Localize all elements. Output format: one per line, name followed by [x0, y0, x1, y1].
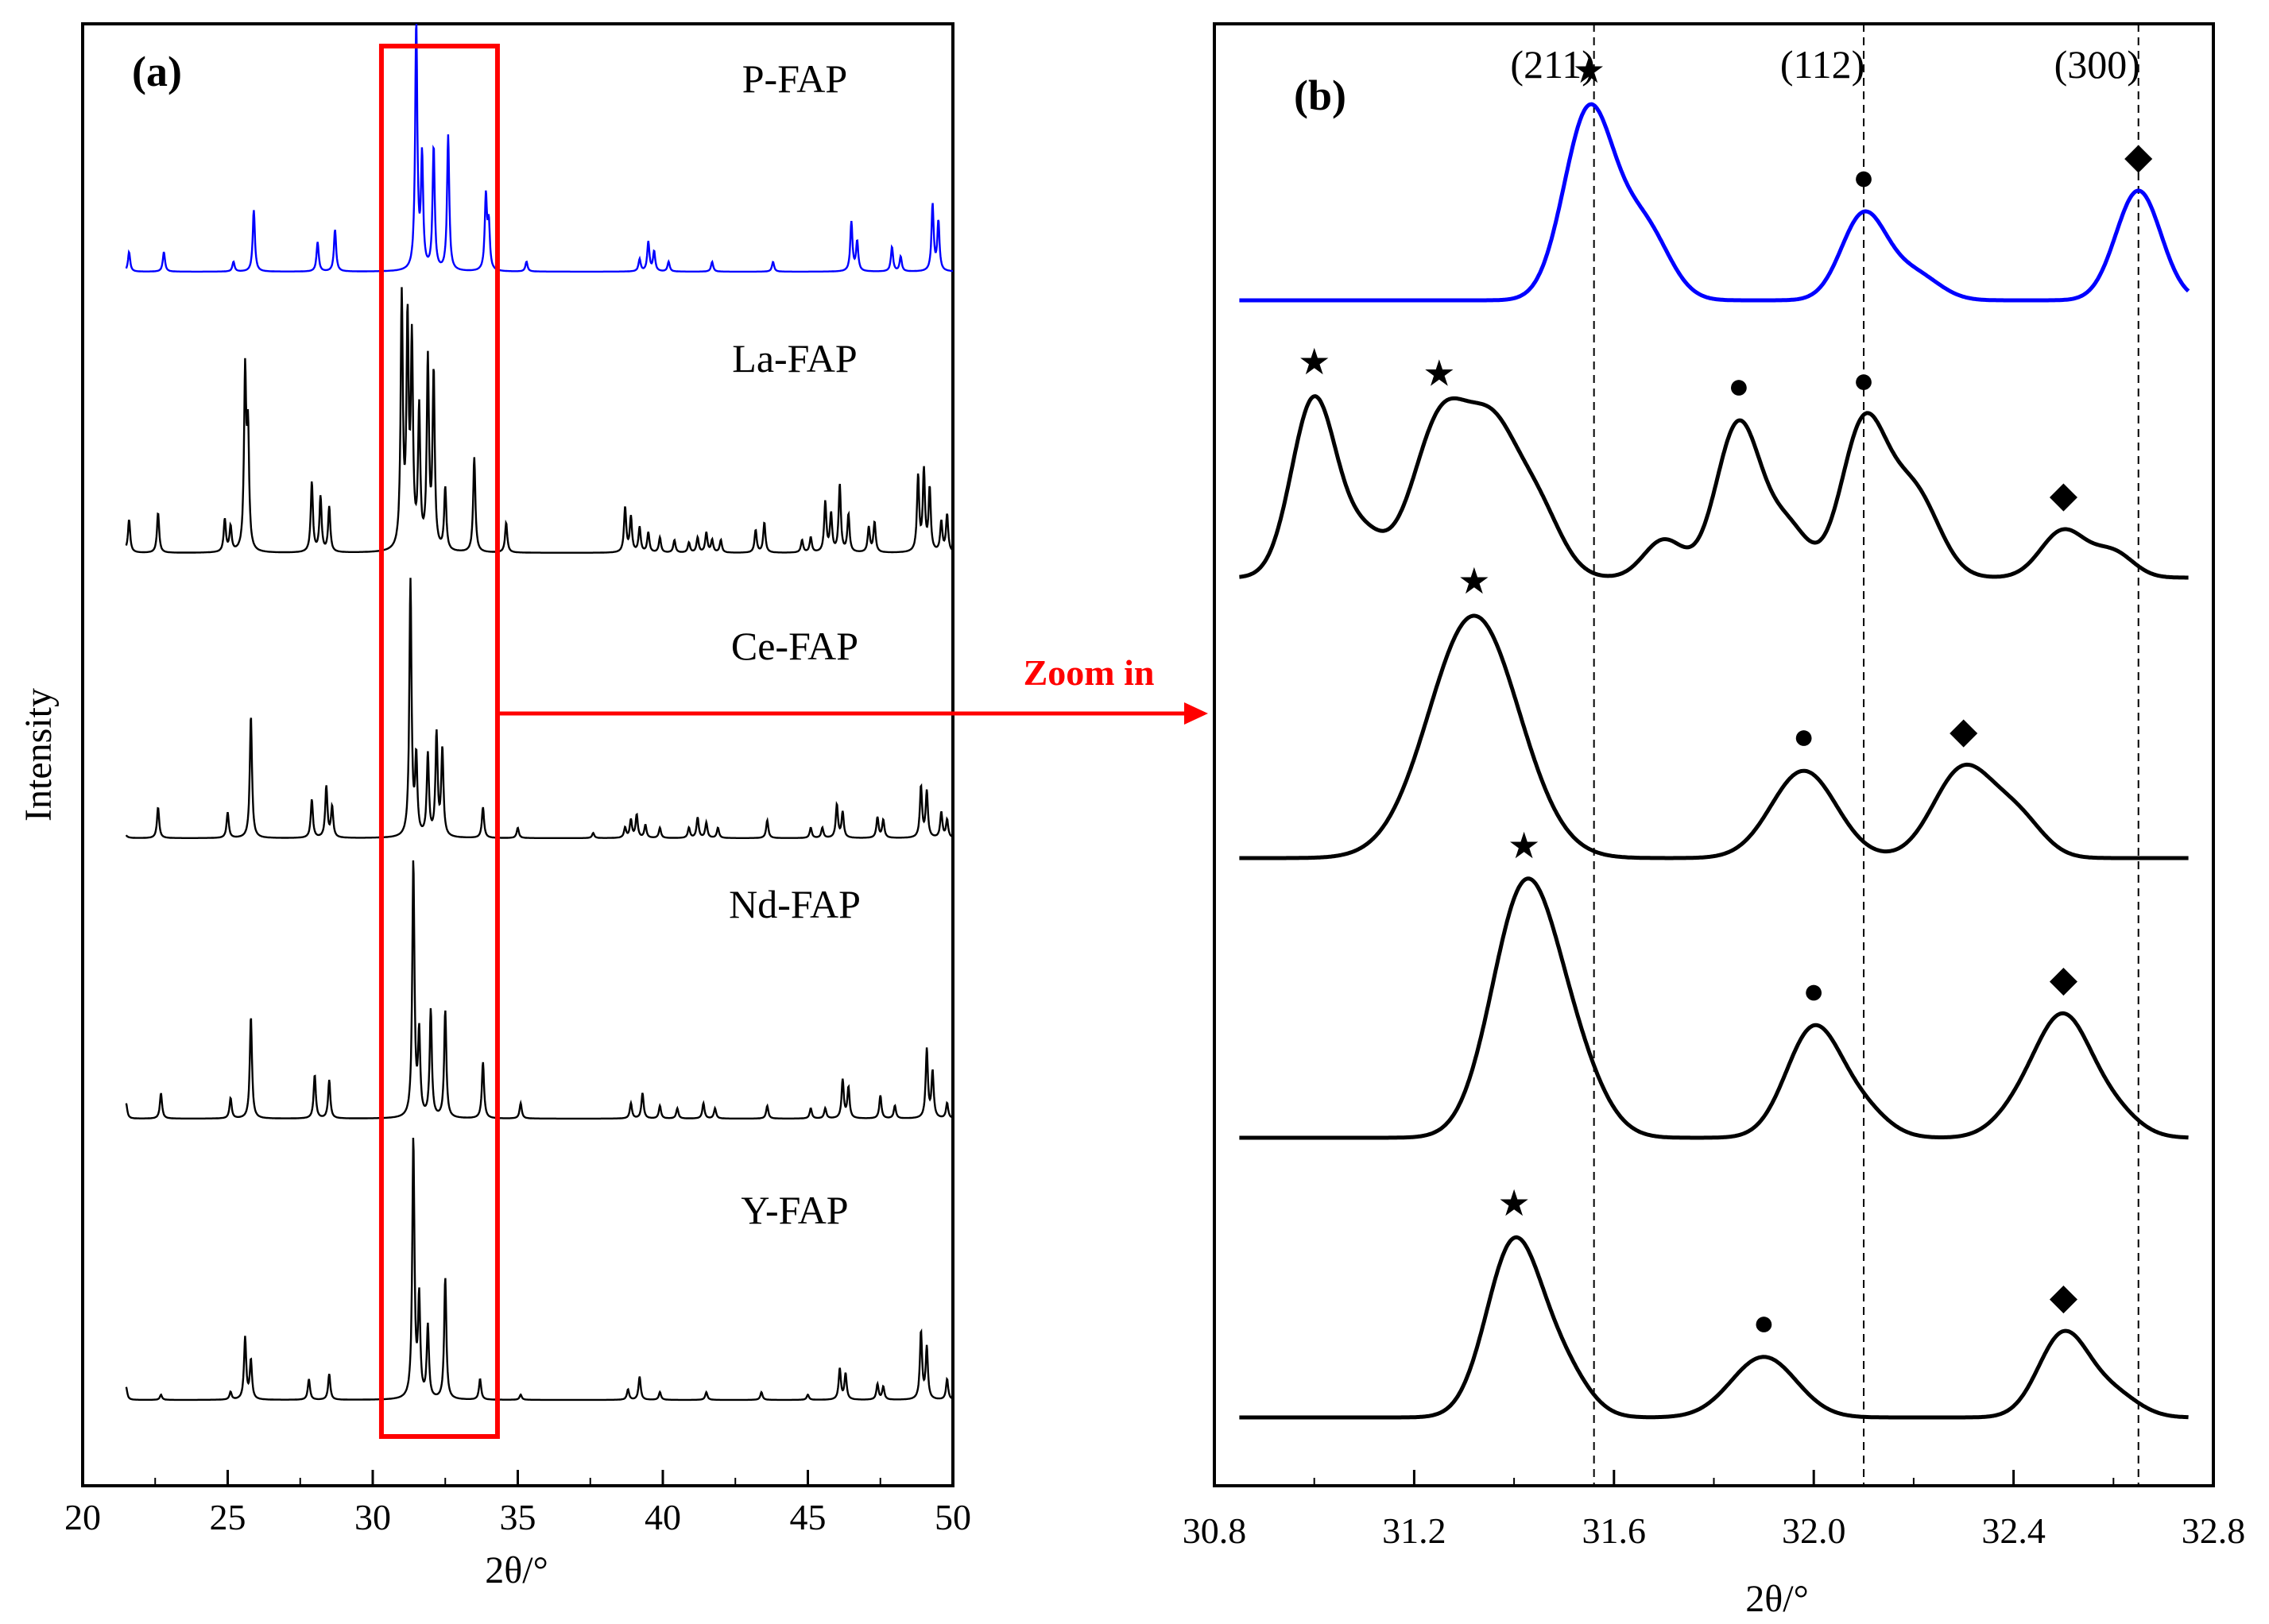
panel-b-marker-diamond: ◆ — [2124, 136, 2153, 176]
panel-a-tick-label-20: 20 — [64, 1497, 101, 1537]
panel-b-marker-star: ★ — [1497, 1183, 1530, 1224]
panel-b-marker-circle: ● — [1853, 360, 1875, 400]
panel-b-peak-markers: ★ ● ◆ ★ ★ ● ● ◆ ★ ● ◆ ★ ● ◆ ★ ● ◆ — [1298, 50, 2153, 1343]
panel-a-label-p-fap: P-FAP — [742, 56, 847, 101]
panel-a-series — [125, 24, 954, 1402]
panel-b-tick-label: 32.0 — [1782, 1510, 1846, 1551]
panel-b-label: (b) — [1294, 72, 1346, 119]
panel-a-tick-label-35: 35 — [500, 1497, 536, 1537]
zoom-highlight-box — [378, 44, 500, 1439]
panel-b-marker-circle: ● — [1802, 971, 1825, 1011]
panel-b-hkl-label: (211) — [1510, 42, 1594, 87]
panel-b-hkl-label: (112) — [1780, 42, 1864, 87]
panel-b-series-y-fap — [1239, 1235, 2189, 1420]
panel-a-series-labels: P-FAP La-FAP Ce-FAP Nd-FAP Y-FAP — [729, 56, 861, 1232]
panel-b-marker-diamond: ◆ — [1950, 710, 1978, 751]
panel-b-series-ce-fap — [1239, 613, 2189, 860]
panel-a-series-nd-fap — [125, 860, 954, 1120]
panel-b-marker-diamond: ◆ — [2050, 474, 2078, 515]
panel-b-series — [1239, 102, 2190, 1420]
panel-b-marker-circle: ● — [1793, 716, 1815, 756]
panel-b-series-p-fap — [1239, 102, 2190, 303]
panel-b-tick-label: 31.6 — [1582, 1510, 1647, 1551]
panel-a-tick-label-40: 40 — [645, 1497, 681, 1537]
panel-a-label-la-fap: La-FAP — [732, 336, 857, 381]
panel-b-tick-label: 32.4 — [1981, 1510, 2046, 1551]
panel-b-marker-star: ★ — [1573, 50, 1605, 91]
panel-b-marker-diamond: ◆ — [2050, 958, 2078, 999]
panel-b-hkl-label: (300) — [2054, 42, 2140, 87]
panel-b-marker-circle: ● — [1853, 157, 1875, 197]
panel-b-marker-diamond: ◆ — [2050, 1276, 2078, 1317]
panel-a-series-ce-fap — [125, 578, 954, 839]
zoom-in-label: Zoom in — [1024, 652, 1155, 693]
panel-b-marker-star: ★ — [1298, 342, 1330, 382]
panel-b-marker-circle: ● — [1752, 1302, 1775, 1343]
panel-a: (a) P-FAP La-FAP Ce-FAP Nd-FAP Y-FAP 20 25 30 3… — [17, 22, 1208, 1591]
panel-b-reference-lines: (211) (112) (300) — [1510, 24, 2140, 1486]
panel-b-marker-star: ★ — [1508, 826, 1540, 866]
panel-a-tick-label-30: 30 — [354, 1497, 391, 1537]
panel-a-label-y-fap: Y-FAP — [741, 1188, 848, 1232]
panel-a-tick-label-25: 25 — [210, 1497, 246, 1537]
panel-a-x-axis: 20 25 30 35 40 45 50 — [64, 1470, 971, 1537]
panel-b-series-la-fap — [1239, 394, 2189, 580]
panel-a-series-la-fap — [125, 287, 954, 554]
panel-a-tick-label-50: 50 — [935, 1497, 971, 1537]
panel-b-frame — [1213, 22, 2215, 1487]
panel-b-tick-label: 32.8 — [2182, 1510, 2246, 1551]
panel-a-series-p-fap — [125, 24, 953, 273]
panel-b: (b) (211) (112) (300) ★ ● ◆ ★ ★ ● ● ◆ ★ ● ◆ ★ ● ◆ ★ ● ◆ 30… — [1183, 22, 2246, 1620]
panel-b-tick-label: 31.2 — [1382, 1510, 1446, 1551]
panel-a-y-axis-title: Intensity — [17, 688, 60, 822]
panel-b-tick-label: 30.8 — [1183, 1510, 1247, 1551]
zoom-arrow-head — [1184, 702, 1208, 725]
panel-a-x-axis-title: 2θ/° — [485, 1549, 548, 1591]
panel-a-frame — [81, 22, 954, 1487]
panel-b-x-axis-title: 2θ/° — [1745, 1578, 1809, 1620]
panel-b-marker-circle: ● — [1728, 365, 1750, 406]
panel-a-series-y-fap — [125, 1137, 954, 1402]
panel-a-label-ce-fap: Ce-FAP — [731, 624, 858, 668]
panel-b-marker-star: ★ — [1423, 354, 1455, 394]
panel-a-label-nd-fap: Nd-FAP — [729, 882, 861, 926]
panel-b-marker-star: ★ — [1458, 561, 1490, 601]
panel-a-label: (a) — [132, 48, 182, 95]
panel-b-series-nd-fap — [1239, 876, 2189, 1140]
panel-b-x-axis: 30.8 31.2 31.6 32.0 32.4 32.8 — [1183, 1470, 2246, 1551]
panel-a-tick-label-45: 45 — [790, 1497, 827, 1537]
